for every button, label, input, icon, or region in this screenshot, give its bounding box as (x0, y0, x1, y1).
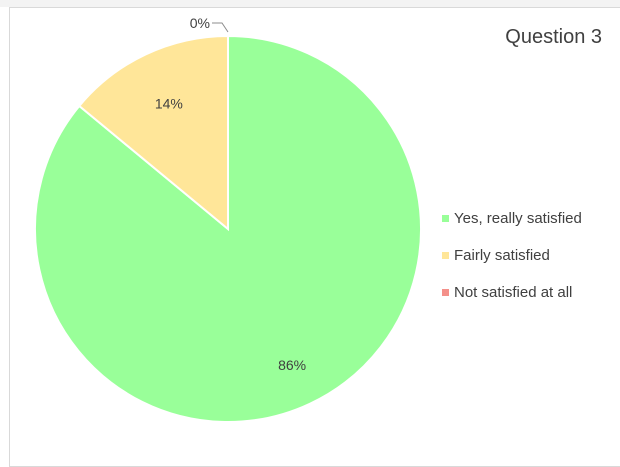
data-label-not: 0% (190, 15, 210, 31)
legend-item-not: Not satisfied at all (442, 281, 582, 303)
legend-label-not: Not satisfied at all (454, 283, 573, 301)
legend-label-yes: Yes, really satisfied (454, 209, 582, 227)
legend-swatch-fairly (442, 251, 449, 259)
legend-swatch-not (442, 288, 449, 296)
legend-label-fairly: Fairly satisfied (454, 246, 550, 264)
legend: Yes, really satisfied Fairly satisfied N… (442, 207, 582, 318)
leader-line-not (212, 22, 229, 33)
pie-slice-fairly (77, 34, 229, 232)
legend-item-yes: Yes, really satisfied (442, 207, 582, 229)
data-label-fairly: 14% (155, 95, 183, 111)
pie-chart: 86% 14% 0% (34, 15, 422, 423)
data-label-yes: 86% (278, 357, 306, 373)
legend-item-fairly: Fairly satisfied (442, 244, 582, 266)
top-strip (0, 0, 620, 7)
chart-title: Question 3 (505, 26, 602, 48)
legend-swatch-yes (442, 214, 449, 222)
